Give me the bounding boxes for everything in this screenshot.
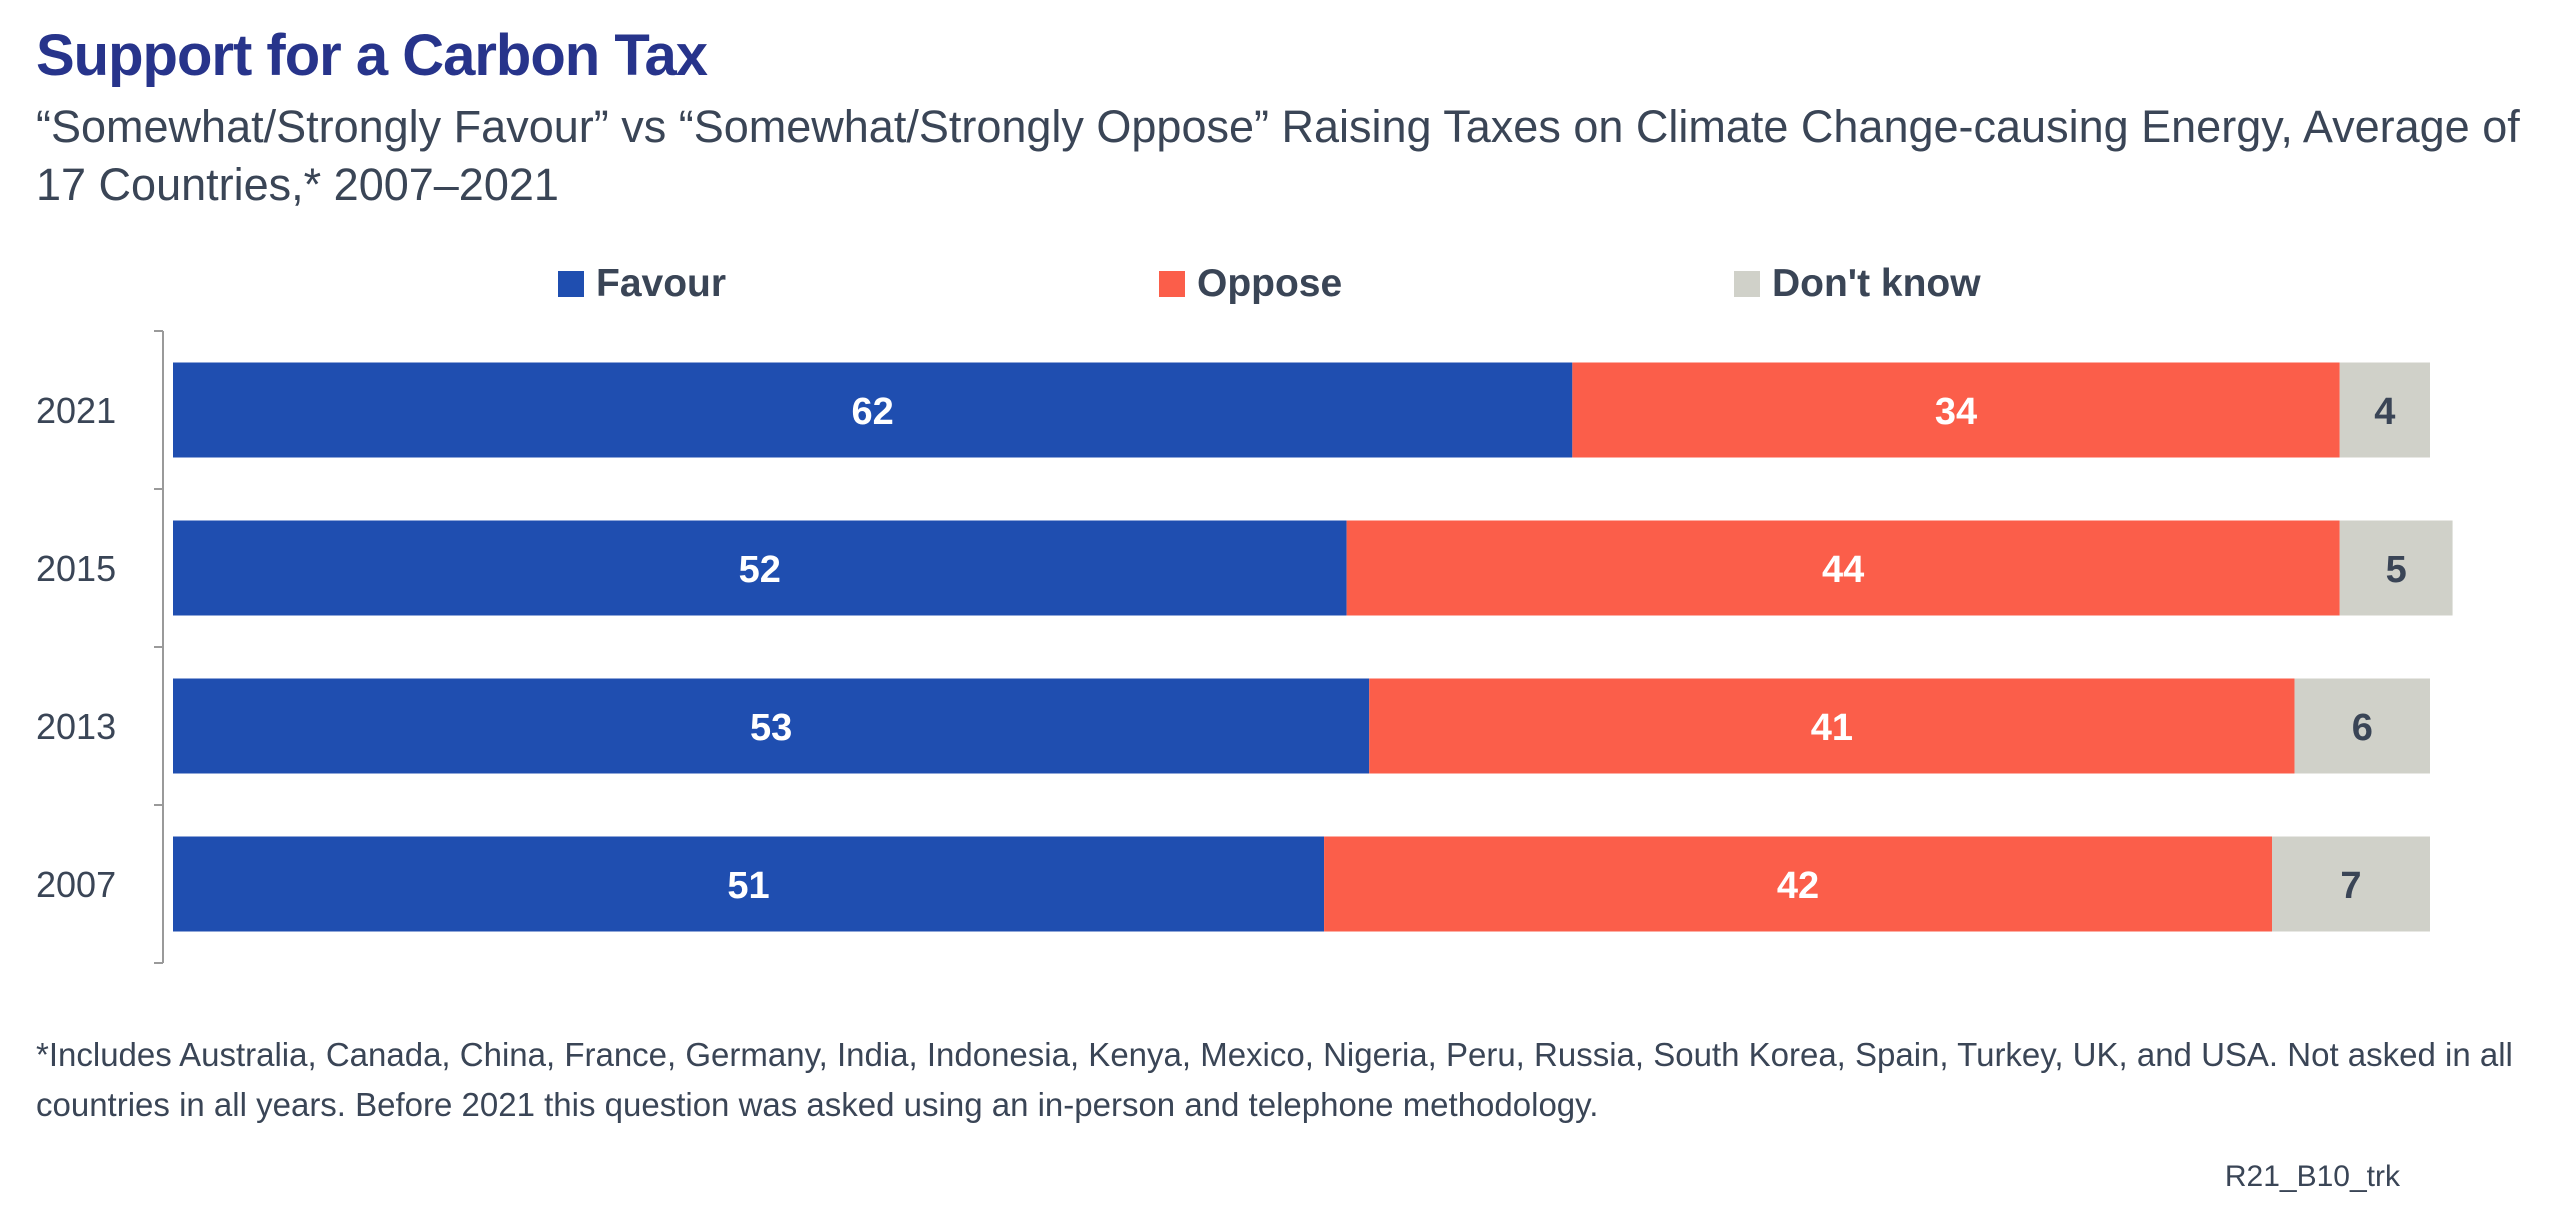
bar-favour (173, 678, 1370, 774)
bar-favour (173, 520, 1347, 616)
bar-don-t-know (2339, 362, 2430, 458)
data-label: 5 (2386, 549, 2407, 591)
data-label: 52 (739, 549, 781, 591)
bar-don-t-know (2272, 836, 2430, 932)
y-tick-label: 2013 (36, 706, 116, 747)
data-label: 62 (852, 391, 894, 433)
bar-don-t-know (2339, 520, 2453, 616)
legend-dont-know: Don't know (1734, 262, 1981, 306)
chart-subtitle: “Somewhat/Strongly Favour” vs “Somewhat/… (36, 101, 2520, 210)
legend-label-oppose: Oppose (1197, 262, 1343, 305)
chart-code: R21_B10_trk (2224, 1160, 2400, 1193)
legend-swatch-favour (558, 271, 584, 297)
bar-oppose (1324, 836, 2273, 932)
data-label: 51 (727, 865, 769, 907)
bar-favour (173, 836, 1325, 932)
data-label: 42 (1777, 865, 1819, 907)
legend-label-favour: Favour (596, 262, 727, 305)
legend-swatch-dont-know (1734, 271, 1760, 297)
data-label: 34 (1935, 391, 1977, 433)
bar-oppose (1369, 678, 2295, 774)
chart-title: Support for a Carbon Tax (36, 23, 708, 88)
legend-swatch-oppose (1159, 271, 1185, 297)
y-tick-label: 2015 (36, 548, 116, 589)
data-label: 4 (2374, 391, 2395, 433)
bar-oppose (1572, 362, 2340, 458)
legend-label-dont-know: Don't know (1772, 262, 1981, 305)
bar-oppose (1346, 520, 2340, 616)
y-tick-label: 2021 (36, 390, 116, 431)
bar-don-t-know (2294, 678, 2430, 774)
legend-oppose: Oppose (1159, 262, 1342, 306)
data-label: 41 (1811, 707, 1853, 749)
data-label: 6 (2352, 707, 2373, 749)
footnote: *Includes Australia, Canada, China, Fran… (36, 1036, 2513, 1123)
bar-favour (173, 362, 1573, 458)
data-label: 53 (750, 707, 792, 749)
legend-favour: Favour (558, 262, 726, 306)
data-label: 44 (1822, 549, 1864, 591)
y-tick-label: 2007 (36, 864, 116, 905)
data-label: 7 (2340, 865, 2361, 907)
